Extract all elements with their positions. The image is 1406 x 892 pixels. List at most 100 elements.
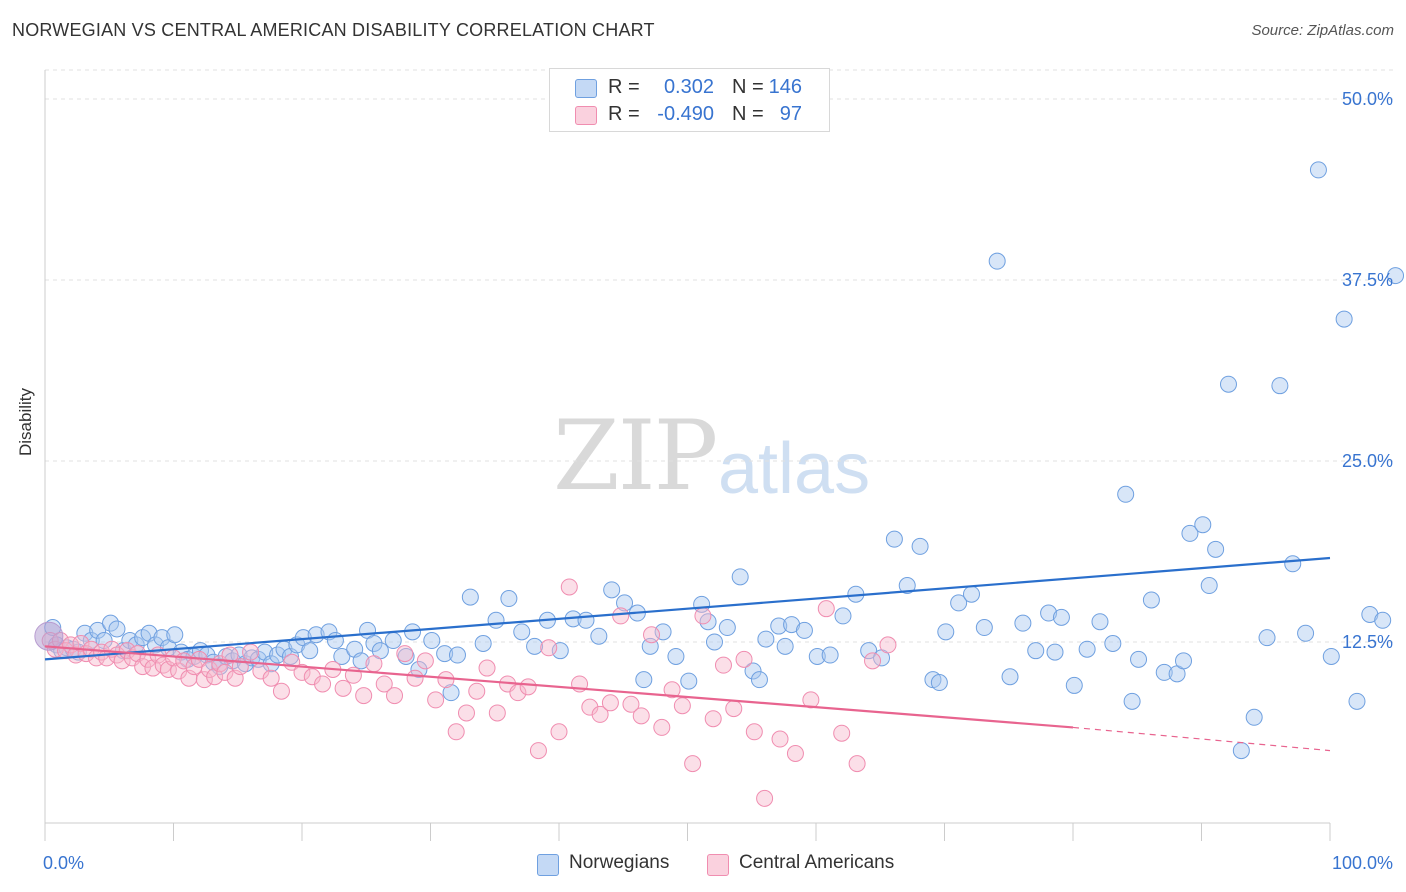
norwegian-point	[860, 642, 878, 660]
norwegian-point	[718, 619, 736, 637]
central-american-point	[725, 700, 743, 718]
norwegian-point	[1245, 708, 1263, 726]
norwegian-point	[1175, 652, 1193, 670]
legend-n-value: 97	[779, 103, 802, 125]
norwegian-point	[1258, 629, 1276, 647]
norwegian-point	[705, 633, 723, 651]
norwegian-point	[513, 623, 531, 641]
norwegian-point	[770, 617, 788, 635]
central-american-point	[756, 789, 774, 807]
data-points	[34, 161, 1405, 807]
central-american-point	[879, 636, 897, 654]
norwegian-point	[616, 594, 634, 612]
legend-n-label: N =	[732, 103, 764, 125]
central-american-trend-line	[44, 645, 1074, 729]
y-tick-label: 25.0%	[1342, 451, 1393, 471]
central-american-point	[416, 652, 434, 670]
axes	[44, 70, 1331, 841]
norwegian-point	[1374, 611, 1392, 629]
legend-r-value: 0.302	[663, 76, 714, 98]
norwegian-point	[108, 620, 126, 638]
swatch-central-americans	[707, 854, 729, 876]
watermark-zip: ZIP	[553, 400, 718, 512]
central-american-point	[601, 694, 619, 712]
norwegian-point	[1117, 485, 1135, 503]
legend-swatch-norwegians	[575, 79, 597, 98]
trend-lines	[44, 556, 1331, 752]
legend-r-label: R =	[608, 103, 640, 125]
central-american-point	[632, 707, 650, 725]
norwegian-point	[1194, 516, 1212, 534]
central-american-point	[684, 755, 702, 773]
legend-row-norwegians: R = 0.302 N = 146	[550, 76, 829, 102]
norwegian-point	[950, 594, 968, 612]
norwegian-point	[834, 607, 852, 625]
norwegian-point	[1142, 591, 1160, 609]
norwegian-point	[795, 621, 813, 639]
central-american-point	[427, 691, 445, 709]
norwegian-point	[1284, 555, 1302, 573]
norwegian-point	[988, 252, 1006, 270]
central-american-point	[714, 656, 732, 674]
source-label: Source: ZipAtlas.com	[1251, 22, 1394, 39]
y-tick-label: 12.5%	[1342, 632, 1393, 652]
central-american-point	[694, 607, 712, 625]
cluster-point	[34, 621, 64, 651]
norwegian-point	[352, 652, 370, 670]
norwegian-point	[301, 642, 319, 660]
central-american-point	[735, 650, 753, 668]
norwegian-point	[1181, 524, 1199, 542]
norwegian-point	[487, 611, 505, 629]
norwegian-point	[776, 637, 794, 655]
central-american-point	[447, 723, 465, 741]
central-american-point	[334, 679, 352, 697]
norwegian-point	[731, 568, 749, 586]
norwegian-point	[680, 672, 698, 690]
central-american-point	[550, 723, 568, 741]
y-axis-label: Disability	[16, 387, 35, 456]
central-american-point	[848, 755, 866, 773]
central-american-point	[406, 669, 424, 687]
central-american-point	[437, 671, 455, 689]
norwegian-point	[962, 585, 980, 603]
correlation-legend: R = 0.302 N = 146 R = -0.490 N = 97	[549, 68, 830, 132]
norwegian-point	[577, 611, 595, 629]
norwegian-point	[1348, 692, 1366, 710]
central-american-point	[386, 687, 404, 705]
central-american-point	[272, 682, 290, 700]
legend-r-label: R =	[608, 76, 640, 98]
norwegian-point	[1052, 608, 1070, 626]
norwegian-point	[808, 647, 826, 665]
norwegian-point	[1232, 742, 1250, 760]
central-american-point	[833, 724, 851, 742]
central-american-point	[643, 626, 661, 644]
central-american-point	[529, 742, 547, 760]
norwegian-point	[474, 634, 492, 652]
legend-label-norwegians: Norwegians	[569, 852, 670, 873]
norwegian-point	[821, 646, 839, 664]
x-tick-label: 100.0%	[1332, 853, 1393, 873]
norwegian-point	[885, 530, 903, 548]
central-american-point	[864, 652, 882, 670]
central-american-point	[653, 718, 671, 736]
norwegian-point	[911, 537, 929, 555]
norwegian-point	[1297, 624, 1315, 642]
norwegian-point	[333, 647, 351, 665]
legend-r-value: -0.490	[657, 103, 714, 125]
norwegian-point	[384, 632, 402, 650]
norwegian-point	[1040, 604, 1058, 622]
y-tick-label: 50.0%	[1342, 89, 1393, 109]
norwegian-point	[461, 588, 479, 606]
norwegian-point	[1001, 668, 1019, 686]
norwegian-point	[1200, 577, 1218, 595]
central-american-point	[673, 697, 691, 715]
central-american-point	[468, 682, 486, 700]
x-tick-labels: 0.0% 100.0%	[43, 853, 1393, 873]
norwegian-point	[1309, 161, 1327, 179]
central-american-point	[519, 678, 537, 696]
norwegian-point	[76, 624, 94, 642]
central-american-point	[663, 681, 681, 699]
central-american-trend-extension	[1072, 726, 1331, 752]
norwegian-point	[448, 646, 466, 664]
